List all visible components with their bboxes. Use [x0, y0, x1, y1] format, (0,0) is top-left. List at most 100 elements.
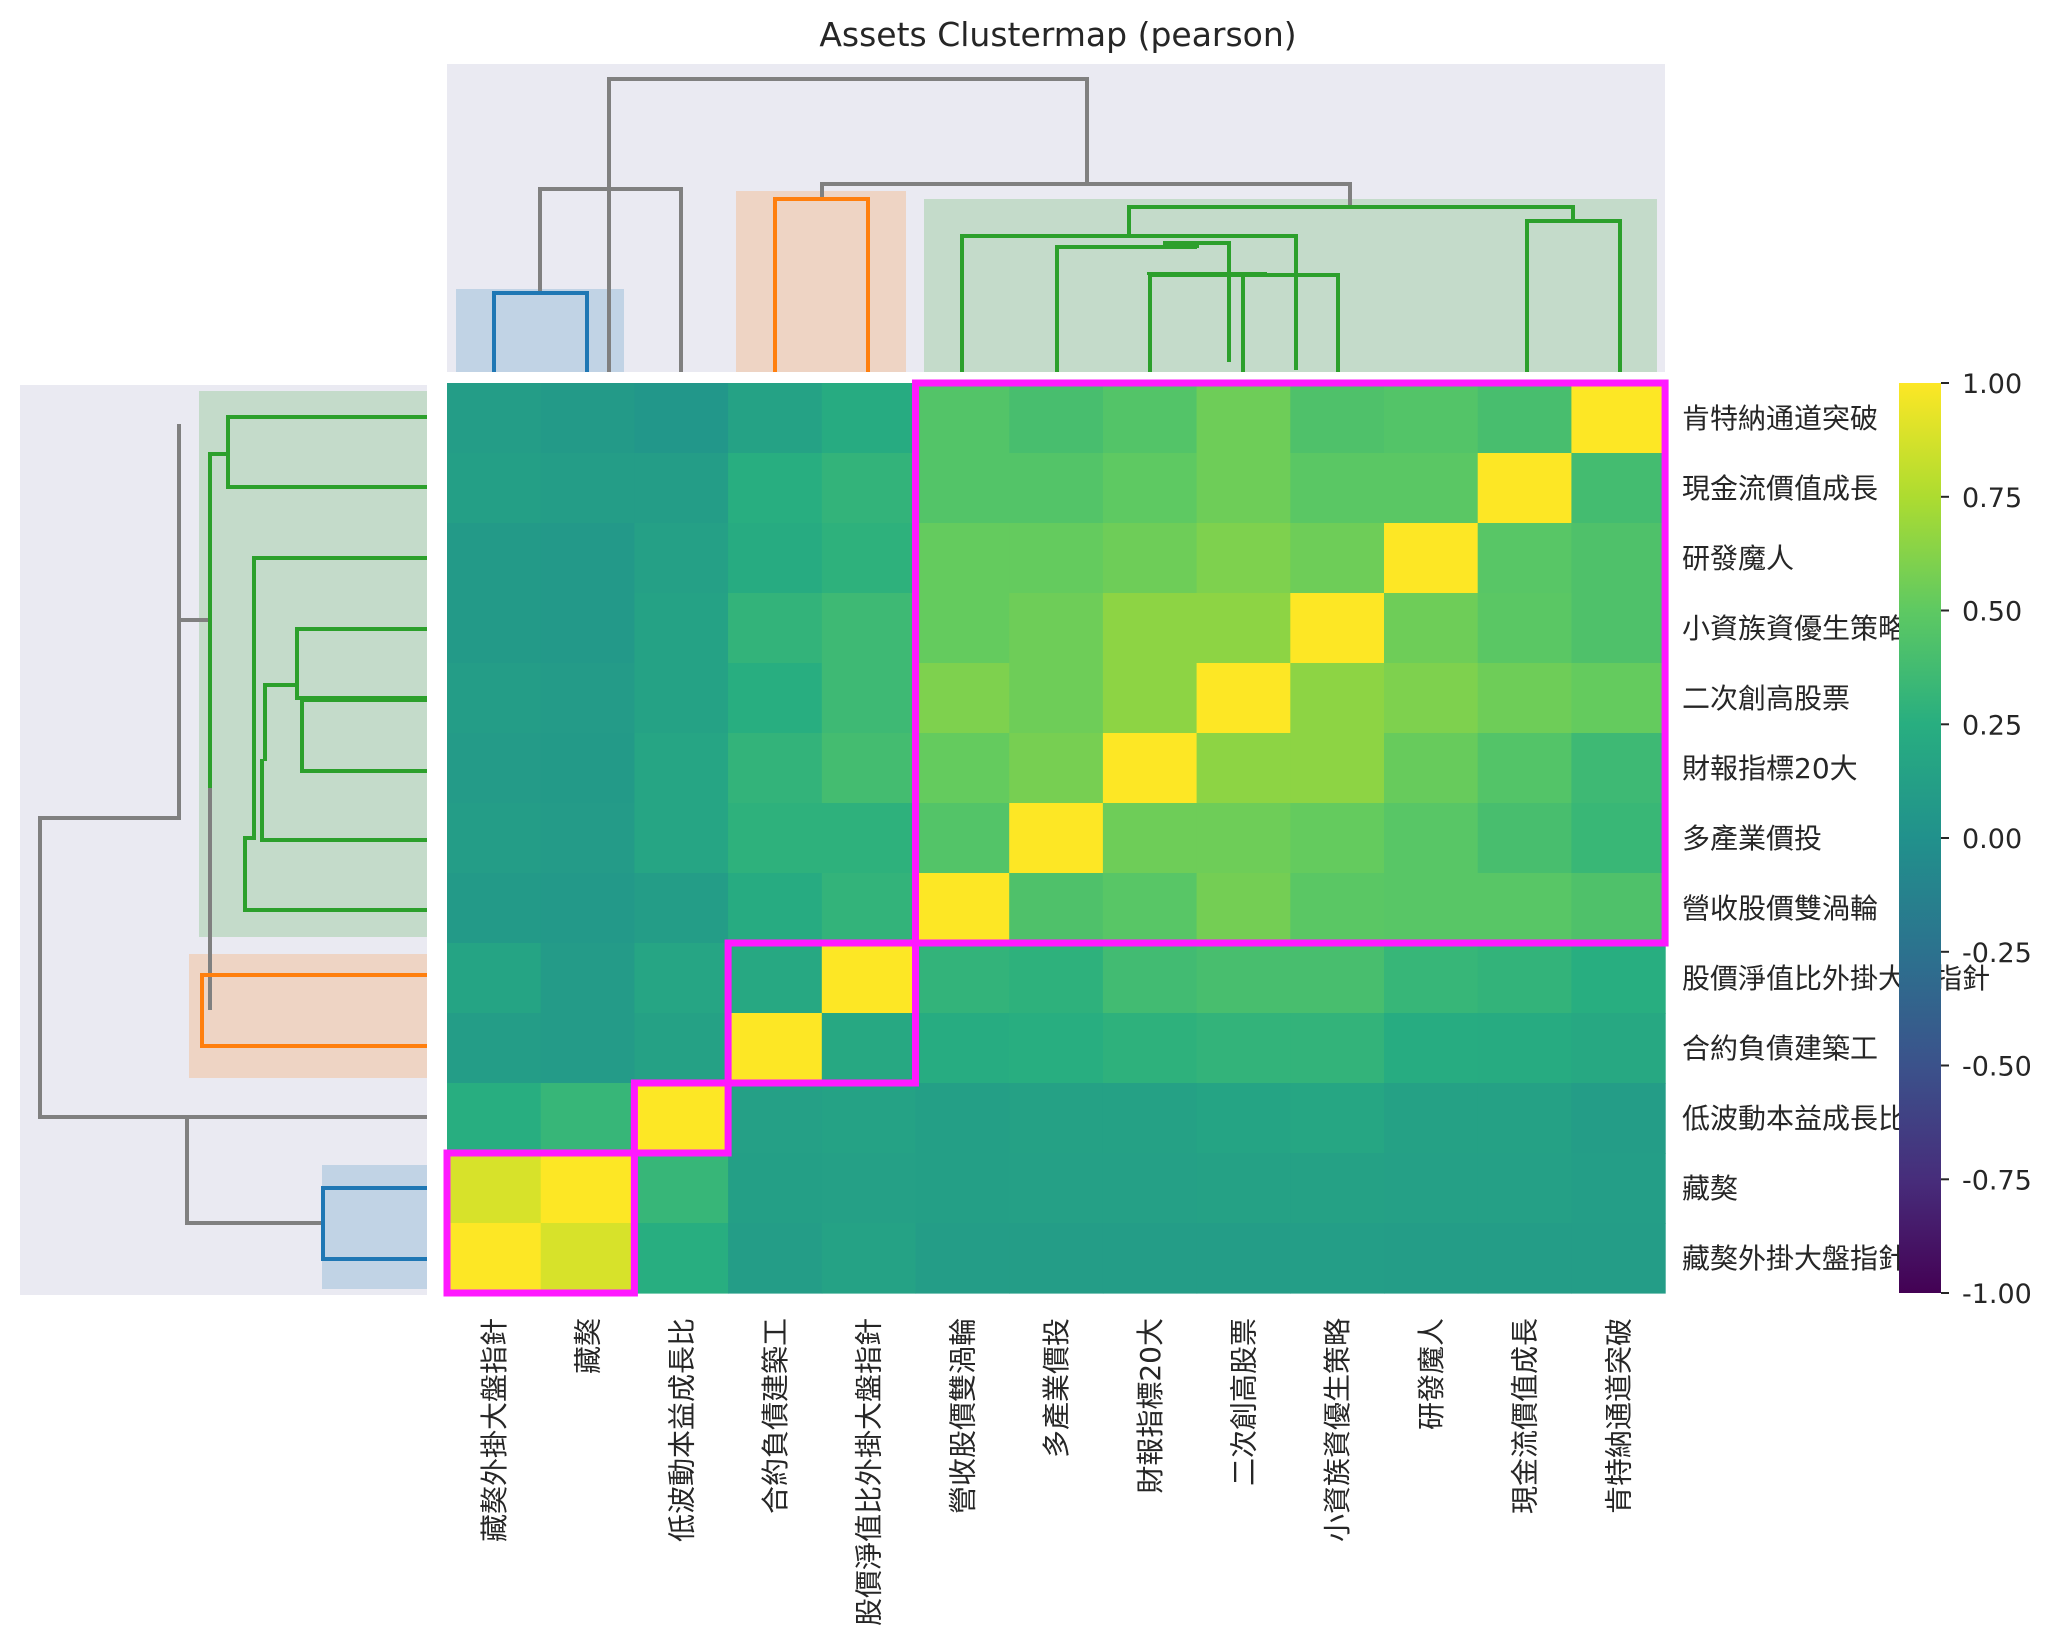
- heatmap-cell-r3-c11: [1477, 593, 1572, 664]
- heatmap-cell-r4-c10: [1384, 663, 1479, 734]
- heatmap-cell-r7-c3: [728, 873, 823, 944]
- column-label: 藏獒外掛大盤指針: [478, 1318, 511, 1542]
- row-link-green-top: [208, 452, 228, 788]
- column-labels: 藏獒外掛大盤指針 藏獒 低波動本益成長比 合約負債建築工 股價淨值比外掛大盤指針 營收股價…: [478, 1318, 1635, 1626]
- row-link-green-g: [260, 759, 427, 842]
- heatmap-cell-r0-c2: [634, 383, 729, 454]
- heatmap-cell-r4-c5: [915, 663, 1010, 734]
- heatmap-cell-r5-c11: [1477, 733, 1572, 804]
- heatmap-cell-r9-c8: [1196, 1013, 1291, 1084]
- row-link-green-a: [226, 415, 427, 489]
- column-link-blue: [492, 291, 589, 372]
- row-label: 合約負債建築工: [1682, 1032, 1878, 1065]
- row-cluster-1-shade: [322, 1165, 427, 1289]
- heatmap-cell-r4-c8: [1196, 663, 1291, 734]
- heatmap-cell-r10-c7: [1102, 1083, 1198, 1154]
- heatmap-cell-r12-c4: [821, 1223, 917, 1294]
- heatmap-cell-r5-c6: [1009, 733, 1104, 804]
- row-label: 肯特納通道突破: [1682, 402, 1878, 435]
- cluster-highlight-box-2: [630, 1079, 732, 1157]
- heatmap-cell-r1-c12: [1571, 453, 1666, 524]
- column-link-green-g: [1525, 219, 1622, 372]
- column-link-green-b: [1055, 245, 1199, 372]
- row-cluster-3-shade: [199, 391, 427, 937]
- heatmap-cell-r3-c5: [915, 593, 1010, 664]
- heatmap-cell-r6-c6: [1009, 803, 1104, 874]
- heatmap-cell-r9-c2: [634, 1013, 729, 1084]
- heatmap-cell-r12-c6: [1009, 1223, 1104, 1294]
- heatmap-cell-r11-c2: [634, 1153, 729, 1224]
- heatmap-cell-r1-c10: [1384, 453, 1479, 524]
- row-label: 財報指標20大: [1682, 752, 1858, 785]
- column-cluster-3-shade: [924, 199, 1657, 372]
- heatmap-cell-r11-c12: [1571, 1153, 1666, 1224]
- heatmap-cell-r6-c7: [1102, 803, 1198, 874]
- heatmap-cells: [447, 383, 1666, 1294]
- colorbar-tick-label: -0.75: [1962, 1165, 2032, 1196]
- heatmap-cell-r1-c0: [447, 453, 542, 524]
- heatmap-cell-r7-c12: [1571, 873, 1666, 944]
- heatmap-cell-r11-c8: [1196, 1153, 1291, 1224]
- heatmap-cell-r11-c1: [540, 1153, 635, 1224]
- heatmap-cell-r3-c3: [728, 593, 823, 664]
- heatmap-cell-r0-c4: [821, 383, 917, 454]
- cluster-highlight-boxes: [443, 379, 1669, 1297]
- cluster-highlight-box-3: [724, 939, 919, 1087]
- heatmap-cell-r7-c0: [447, 873, 542, 944]
- heatmap-cell-r5-c1: [540, 733, 635, 804]
- column-link-root: [607, 77, 1089, 372]
- heatmap-cell-r10-c12: [1571, 1083, 1666, 1154]
- heatmap-cell-r0-c10: [1384, 383, 1479, 454]
- colorbar-tick-label: -0.25: [1962, 938, 2032, 969]
- heatmap-cell-r6-c12: [1571, 803, 1666, 874]
- heatmap-cell-r12-c8: [1196, 1223, 1291, 1294]
- heatmap-cell-r2-c0: [447, 523, 542, 594]
- row-link-green-f: [300, 735, 427, 773]
- heatmap-cell-r1-c11: [1477, 453, 1572, 524]
- heatmap-cell-r10-c4: [821, 1083, 917, 1154]
- colorbar-tick-label: 0.25: [1962, 710, 2022, 741]
- heatmap-cell-r11-c3: [728, 1153, 823, 1224]
- heatmap-cell-r10-c0: [447, 1083, 542, 1154]
- heatmap-cell-r10-c8: [1196, 1083, 1291, 1154]
- heatmap-cell-r10-c6: [1009, 1083, 1104, 1154]
- row-link-green-e: [300, 698, 427, 735]
- column-cluster-2-shade: [736, 191, 906, 372]
- heatmap-cell-r3-c1: [540, 593, 635, 664]
- heatmap-cell-r0-c1: [540, 383, 635, 454]
- heatmap-cell-r1-c4: [821, 453, 917, 524]
- heatmap-cell-r2-c5: [915, 523, 1010, 594]
- column-label: 二次創高股票: [1227, 1318, 1260, 1486]
- heatmap-cell-r9-c10: [1384, 1013, 1479, 1084]
- heatmap-cell-r5-c9: [1290, 733, 1385, 804]
- row-cluster-2-shade: [189, 954, 427, 1078]
- heatmap-cell-r8-c2: [634, 943, 729, 1014]
- heatmap-cell-r2-c8: [1196, 523, 1291, 594]
- heatmap-cell-r7-c4: [821, 873, 917, 944]
- heatmap-cell-r12-c7: [1102, 1223, 1198, 1294]
- colorbar-tick-label: 1.00: [1962, 369, 2022, 400]
- heatmap-cell-r1-c7: [1102, 453, 1198, 524]
- row-label: 營收股價雙渦輪: [1682, 892, 1878, 925]
- column-label: 營收股價雙渦輪: [946, 1318, 979, 1514]
- heatmap-cell-r11-c7: [1102, 1153, 1198, 1224]
- heatmap-cell-r8-c6: [1009, 943, 1104, 1014]
- heatmap-cell-r9-c3: [728, 1013, 823, 1084]
- row-label: 研發魔人: [1682, 542, 1794, 575]
- row-label: 多產業價投: [1682, 822, 1822, 855]
- heatmap-cell-r10-c3: [728, 1083, 823, 1154]
- heatmap-cell-r3-c4: [821, 593, 917, 664]
- heatmap-cell-r3-c6: [1009, 593, 1104, 664]
- heatmap-cell-r2-c9: [1290, 523, 1385, 594]
- heatmap-cell-r2-c2: [634, 523, 729, 594]
- heatmap-cell-r10-c10: [1384, 1083, 1479, 1154]
- heatmap-cell-r7-c7: [1102, 873, 1198, 944]
- heatmap-cell-r3-c8: [1196, 593, 1291, 664]
- heatmap-cell-r6-c8: [1196, 803, 1291, 874]
- heatmap-cell-r5-c8: [1196, 733, 1291, 804]
- heatmap-cell-r5-c3: [728, 733, 823, 804]
- heatmap-cell-r7-c6: [1009, 873, 1104, 944]
- chart-title: Assets Clustermap (pearson): [819, 15, 1296, 54]
- heatmap-cell-r2-c4: [821, 523, 917, 594]
- heatmap-cell-r6-c4: [821, 803, 917, 874]
